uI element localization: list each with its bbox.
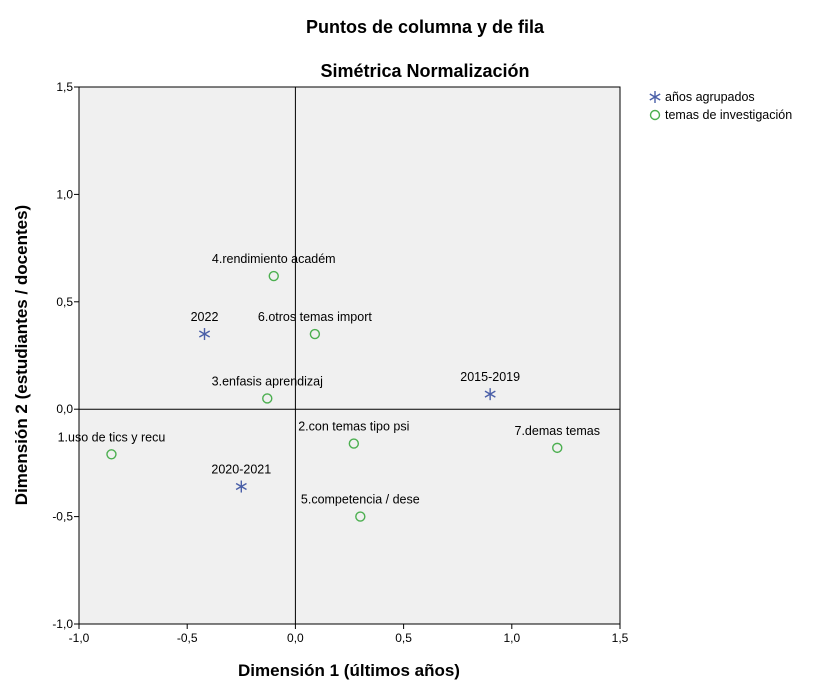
x-tick-label: 1,5 bbox=[612, 631, 629, 645]
circle-marker bbox=[355, 511, 366, 522]
y-axis-title: Dimensión 2 (estudiantes / docentes) bbox=[12, 205, 31, 505]
plot-area bbox=[78, 86, 621, 625]
point-label: 4.rendimiento académ bbox=[212, 252, 336, 266]
x-tick-label: 0,5 bbox=[395, 631, 412, 645]
circle-marker bbox=[262, 393, 273, 404]
y-tick-label: 0,0 bbox=[56, 402, 73, 416]
point-label: 3.enfasis aprendizaj bbox=[212, 374, 323, 388]
legend-star-marker bbox=[649, 91, 661, 103]
chart-title: Puntos de columna y de fila bbox=[306, 17, 545, 37]
data-points: 2022 2020-2021 2015-2019 4.rendimiento acad… bbox=[58, 252, 600, 522]
circle-marker bbox=[268, 270, 279, 282]
point-label: 2022 bbox=[191, 310, 219, 324]
reference-lines bbox=[79, 87, 620, 624]
legend-label: temas de investigación bbox=[665, 108, 792, 122]
circle-marker bbox=[348, 438, 360, 449]
star-marker bbox=[484, 388, 496, 401]
y-tick-label: -1,0 bbox=[52, 617, 73, 631]
point-label: 6.otros temas import bbox=[258, 310, 372, 324]
point-label: 2015-2019 bbox=[460, 370, 520, 384]
circle-marker bbox=[309, 328, 321, 340]
legend-circle-marker bbox=[649, 109, 661, 121]
star-marker bbox=[198, 328, 211, 341]
x-tick-label: -0,5 bbox=[177, 631, 198, 645]
y-tick-label: 0,5 bbox=[56, 295, 73, 309]
point-label: 2020-2021 bbox=[211, 463, 271, 477]
star-marker bbox=[235, 480, 247, 493]
y-tick-label: 1,5 bbox=[56, 80, 73, 94]
legend: años agrupados temas de investigación bbox=[649, 90, 792, 122]
point-label: 7.demas temas bbox=[515, 424, 600, 438]
point-label: 1.uso de tics y recu bbox=[58, 430, 166, 444]
circle-marker bbox=[106, 449, 117, 460]
y-tick-label: -0,5 bbox=[52, 510, 73, 524]
x-tick-label: 1,0 bbox=[503, 631, 520, 645]
x-tick-label: -1,0 bbox=[69, 631, 90, 645]
legend-label: años agrupados bbox=[665, 90, 755, 104]
y-tick-label: 1,0 bbox=[56, 187, 73, 201]
circle-marker bbox=[552, 442, 563, 454]
axis-ticks: -1,0 -0,5 0,0 0,5 1,0 1,5 -1,0 -0,5 0,0 0,5 1,0 1,5 bbox=[52, 80, 628, 645]
x-axis-title: Dimensión 1 (últimos años) bbox=[238, 661, 460, 680]
point-label: 5.competencia / dese bbox=[301, 493, 420, 507]
chart-subtitle: Simétrica Normalización bbox=[320, 61, 529, 81]
x-tick-label: 0,0 bbox=[287, 631, 304, 645]
point-label: 2.con temas tipo psi bbox=[298, 420, 409, 434]
